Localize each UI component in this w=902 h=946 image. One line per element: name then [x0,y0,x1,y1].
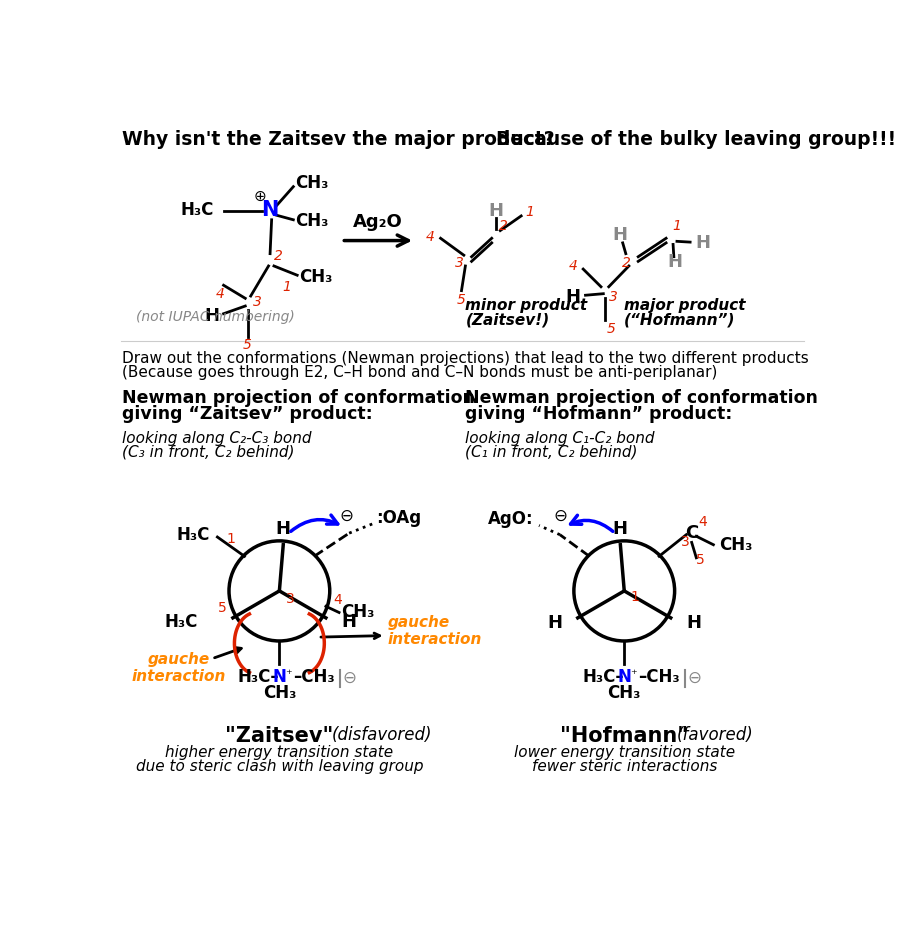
Text: Ag₂O: Ag₂O [353,213,402,231]
Text: giving “Hofmann” product:: giving “Hofmann” product: [465,405,732,423]
Text: 3: 3 [286,591,294,605]
Text: (favored): (favored) [676,726,754,744]
Text: looking along C₁-C₂ bond: looking along C₁-C₂ bond [465,430,655,446]
Text: 5: 5 [457,293,466,307]
Text: 2: 2 [621,256,630,270]
Text: (not IUPAC numbering): (not IUPAC numbering) [136,310,295,324]
Text: fewer steric interactions: fewer steric interactions [531,759,717,774]
Text: ⊖: ⊖ [553,507,566,525]
Text: N: N [617,668,631,686]
Text: ⊖: ⊖ [340,507,354,525]
Text: (disfavored): (disfavored) [332,726,433,744]
Text: H: H [667,254,682,272]
Text: CH₃: CH₃ [341,604,374,622]
FancyArrowPatch shape [290,515,337,532]
Text: ⊕: ⊕ [253,189,266,204]
Text: 4: 4 [216,288,224,302]
Text: 2: 2 [274,249,283,263]
Text: minor product: minor product [465,298,587,313]
Text: 1: 1 [226,533,235,547]
Text: higher energy transition state: higher energy transition state [165,745,393,760]
Text: (C₁ in front, C₂ behind): (C₁ in front, C₂ behind) [465,445,638,460]
Text: H₃C: H₃C [180,201,214,219]
Text: CH₃: CH₃ [295,174,328,192]
Text: –CH₃: –CH₃ [293,668,335,686]
Text: Newman projection of conformation: Newman projection of conformation [465,389,818,407]
Text: H: H [695,234,711,252]
Text: "Zaitsev": "Zaitsev" [226,726,334,745]
Text: 2: 2 [499,219,508,233]
Text: 3: 3 [609,289,618,304]
Text: (“Hofmann”): (“Hofmann”) [624,312,736,327]
Text: CH₃: CH₃ [262,684,296,702]
Text: giving “Zaitsev” product:: giving “Zaitsev” product: [122,405,373,423]
Text: N: N [272,668,286,686]
Text: 5: 5 [243,338,252,352]
Text: H: H [489,201,504,219]
Text: CH₃: CH₃ [299,268,333,286]
Text: H: H [686,614,701,632]
Text: 1: 1 [282,280,291,294]
Text: looking along C₂-C₃ bond: looking along C₂-C₃ bond [122,430,311,446]
Text: H: H [276,519,290,537]
Text: (C₃ in front, C₂ behind): (C₃ in front, C₂ behind) [122,445,295,460]
Text: H: H [548,614,562,632]
Text: 3: 3 [253,295,262,309]
Text: H: H [612,519,628,537]
Text: AgO:: AgO: [488,510,534,528]
Text: H: H [341,613,356,631]
Text: CH₃: CH₃ [720,536,753,554]
Text: 4: 4 [569,259,578,273]
Text: ⊖: ⊖ [688,669,702,687]
Text: 5: 5 [606,323,615,336]
Text: ⊖: ⊖ [343,669,357,687]
Text: H: H [612,226,628,244]
Text: H₃C–: H₃C– [583,668,624,686]
Text: H: H [205,307,220,325]
Text: 5: 5 [696,553,705,567]
Text: –CH₃: –CH₃ [639,668,680,686]
Text: C: C [685,524,698,542]
Text: Why isn't the Zaitsev the major product?: Why isn't the Zaitsev the major product? [122,131,555,149]
Text: "Hofmann": "Hofmann" [560,726,688,745]
Text: major product: major product [624,298,746,313]
Text: 3: 3 [681,535,689,550]
Text: (Zaitsev!): (Zaitsev!) [465,312,549,327]
Text: (Because goes through E2, C–H bond and C–N bonds must be anti-periplanar): (Because goes through E2, C–H bond and C… [122,364,717,379]
Text: H₃C–: H₃C– [238,668,280,686]
Text: 3: 3 [455,256,464,270]
Text: H₃C: H₃C [176,526,209,544]
Text: due to steric clash with leaving group: due to steric clash with leaving group [135,759,423,774]
Text: 4: 4 [698,515,706,529]
Text: 4: 4 [426,230,435,244]
Text: H: H [565,288,580,306]
FancyArrowPatch shape [571,516,612,532]
Text: Because of the bulky leaving group!!!: Because of the bulky leaving group!!! [496,131,897,149]
Text: lower energy transition state: lower energy transition state [513,745,735,760]
Text: H₃C: H₃C [165,613,198,631]
Text: ⁺: ⁺ [630,668,637,681]
Text: 1: 1 [672,219,681,233]
Text: CH₃: CH₃ [295,212,328,230]
Text: CH₃: CH₃ [608,684,641,702]
Text: ⁺: ⁺ [286,668,292,681]
Text: 1: 1 [630,590,640,604]
Text: gauche
interaction: gauche interaction [388,615,483,647]
Text: 1: 1 [526,205,535,219]
Text: Newman projection of conformation: Newman projection of conformation [122,389,475,407]
Text: gauche
interaction: gauche interaction [132,652,226,684]
Text: 4: 4 [334,593,343,607]
Text: 5: 5 [218,601,227,615]
Text: N: N [262,200,279,219]
Text: :OAg: :OAg [376,509,421,527]
Text: Draw out the conformations (Newman projections) that lead to the two different p: Draw out the conformations (Newman proje… [122,351,809,366]
